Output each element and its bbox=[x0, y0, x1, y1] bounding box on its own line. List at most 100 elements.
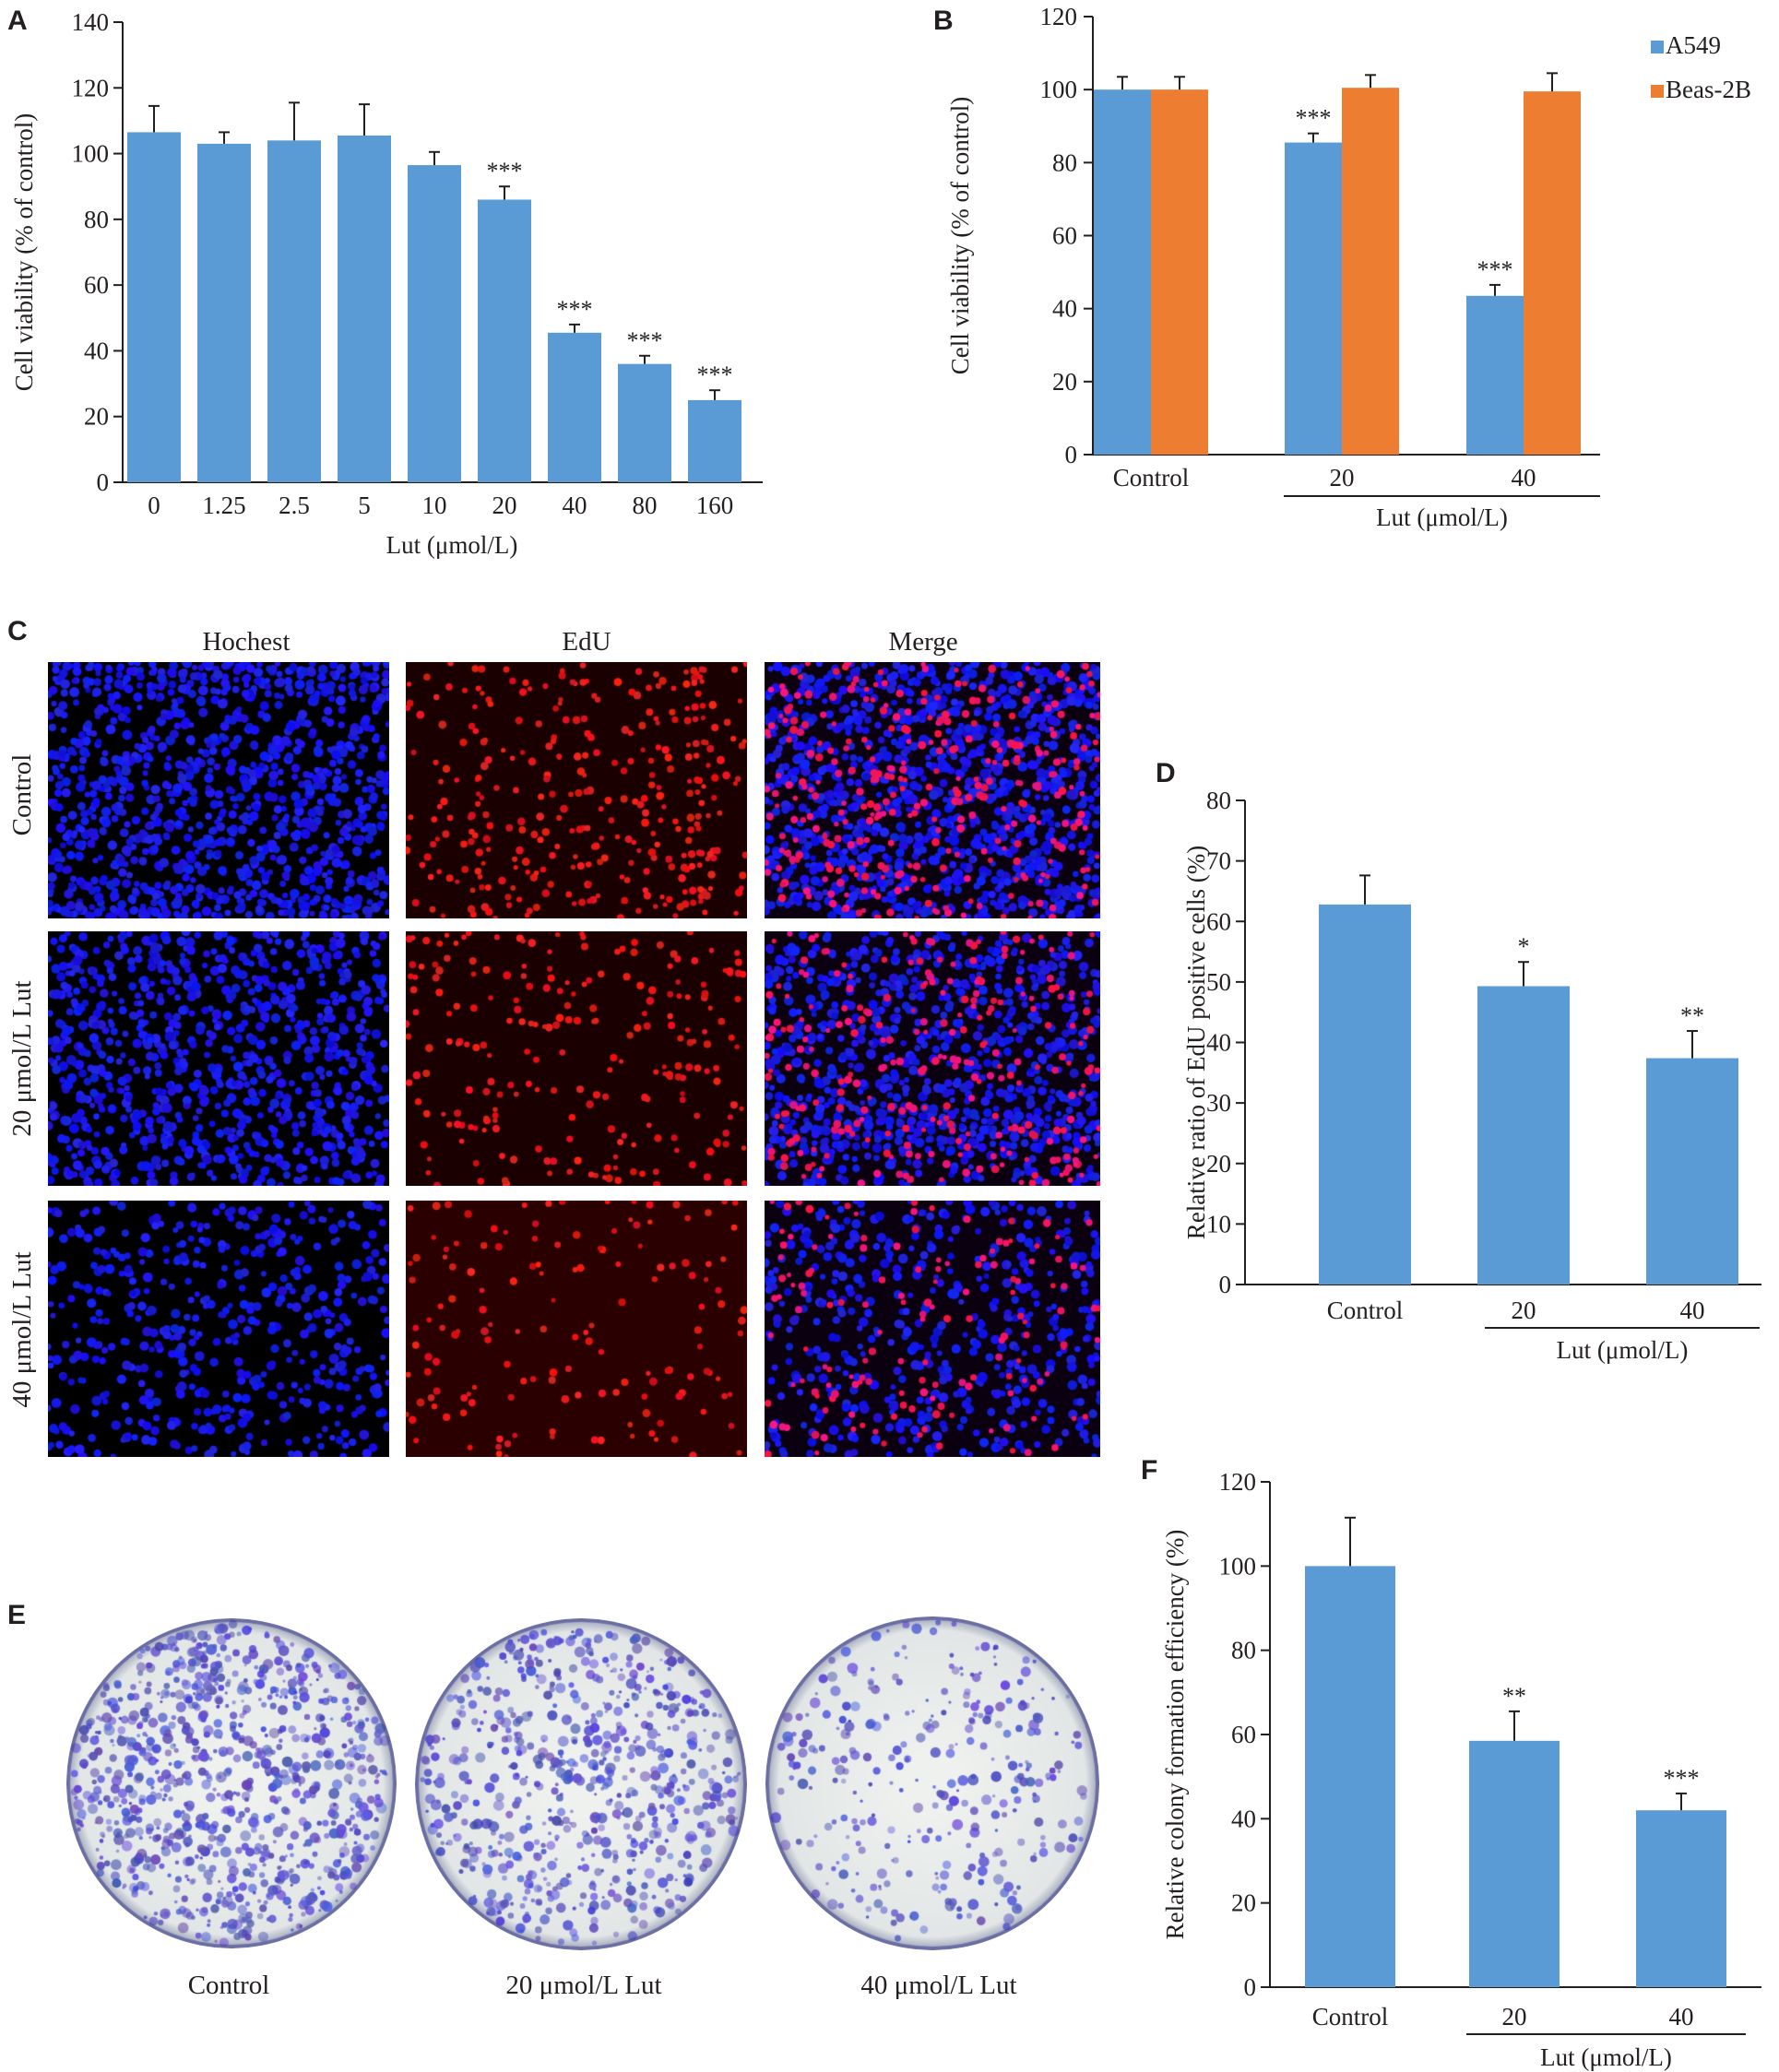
chart-a-x-tick-label: 5 bbox=[358, 491, 371, 519]
micrograph-edu-20-lut bbox=[406, 931, 747, 1186]
chart-a-y-tick-label: 60 bbox=[84, 271, 109, 299]
chart-b-y-tick-label: 60 bbox=[1052, 222, 1077, 250]
chart-a-y-tick-label: 40 bbox=[84, 337, 109, 364]
chart-b-significance: *** bbox=[1477, 256, 1513, 283]
chart-b-significance: *** bbox=[1296, 105, 1332, 132]
chart-a-x-tick-label: 10 bbox=[422, 491, 447, 519]
chart-b-legend-label: A549 bbox=[1666, 31, 1721, 59]
chart-a-y-tick-label: 0 bbox=[97, 468, 110, 496]
dish-label-20-lut: 20 μmol/L Lut bbox=[505, 1971, 662, 2000]
chart-d-significance: * bbox=[1518, 933, 1530, 960]
chart-b-bar-a549 bbox=[1466, 295, 1524, 455]
chart-d-y-axis-title: Relative ratio of EdU positive cells (%) bbox=[1182, 846, 1210, 1239]
chart-b-group-label: Lut (μmol/L) bbox=[1376, 503, 1508, 531]
dish-label-control: Control bbox=[187, 1971, 270, 2000]
chart-d-y-tick-label: 60 bbox=[1206, 907, 1231, 935]
chart-b-y-tick-label: 80 bbox=[1052, 148, 1077, 176]
row-header-control: Control bbox=[7, 753, 37, 836]
chart-a-y-tick-label: 100 bbox=[72, 140, 110, 168]
chart-a-y-tick-label: 80 bbox=[84, 206, 109, 233]
chart-a-bar bbox=[688, 399, 741, 482]
chart-b-legend-swatch bbox=[1651, 85, 1664, 98]
chart-f-significance: *** bbox=[1664, 1765, 1700, 1792]
chart-a-x-tick-label: 40 bbox=[563, 491, 587, 519]
chart-f-y-tick-label: 40 bbox=[1231, 1805, 1256, 1832]
row-header-20-lut: 20 μmol/L Lut bbox=[7, 980, 37, 1137]
chart-a-y-tick-label: 120 bbox=[72, 74, 110, 101]
micrograph-hoechst-20-lut bbox=[48, 931, 389, 1186]
chart-d-bar bbox=[1319, 904, 1411, 1285]
chart-a-bar bbox=[618, 363, 671, 482]
chart-f-x-tick-label: 20 bbox=[1502, 2003, 1527, 2031]
chart-b-x-tick-label: Control bbox=[1113, 464, 1190, 491]
chart-f-significance: ** bbox=[1502, 1683, 1526, 1710]
micrograph-merge-20-lut bbox=[765, 931, 1100, 1186]
row-header-40-lut: 40 μmol/L Lut bbox=[7, 1251, 37, 1408]
column-header-hoechst: Hochest bbox=[202, 627, 291, 657]
colony-dish-control bbox=[66, 1618, 397, 1948]
chart-d-y-tick-label: 70 bbox=[1206, 847, 1231, 875]
column-header-merge: Merge bbox=[888, 627, 958, 657]
micrograph-hoechst-40-lut bbox=[48, 1201, 389, 1457]
chart-f-x-tick-label: 40 bbox=[1669, 2003, 1694, 2031]
panel-label-b: B bbox=[933, 6, 954, 36]
micrograph-hoechst-control bbox=[48, 662, 389, 918]
chart-b-bar-a549 bbox=[1094, 89, 1151, 456]
chart-f-y-tick-label: 0 bbox=[1244, 1973, 1257, 2001]
chart-a-bar bbox=[338, 135, 391, 483]
panel-label-e: E bbox=[7, 1600, 27, 1630]
chart-d-y-tick-label: 80 bbox=[1206, 787, 1231, 814]
chart-b-bar-beas-2b bbox=[1524, 91, 1581, 455]
chart-b-y-tick-label: 20 bbox=[1052, 368, 1077, 396]
chart-f-y-tick-label: 20 bbox=[1231, 1889, 1256, 1917]
panel-label-a: A bbox=[7, 6, 28, 36]
chart-b-y-tick-label: 0 bbox=[1065, 441, 1078, 468]
panel-label-c: C bbox=[7, 616, 28, 646]
chart-f-y-axis-title: Relative colony formation efficiency (%) bbox=[1161, 1530, 1189, 1940]
chart-a-x-tick-label: 20 bbox=[492, 491, 517, 519]
chart-d-group-label: Lut (μmol/L) bbox=[1557, 1336, 1689, 1364]
chart-d-significance: ** bbox=[1680, 1002, 1704, 1029]
chart-b-bar-beas-2b bbox=[1151, 89, 1208, 456]
chart-d-y-tick-label: 20 bbox=[1206, 1150, 1231, 1178]
chart-a-x-tick-label: 0 bbox=[148, 491, 160, 519]
micrograph-edu-40-lut bbox=[406, 1201, 747, 1457]
chart-b-y-tick-label: 40 bbox=[1052, 295, 1077, 323]
chart-d-y-tick-label: 10 bbox=[1206, 1210, 1231, 1237]
chart-f-bar bbox=[1469, 1740, 1560, 1987]
chart-d-x-tick-label: 20 bbox=[1512, 1296, 1536, 1324]
micrograph-merge-control bbox=[765, 662, 1100, 918]
colony-dish-20-lut bbox=[415, 1618, 747, 1950]
chart-b-legend-label: Beas-2B bbox=[1666, 76, 1751, 103]
panel-label-f: F bbox=[1141, 1455, 1158, 1486]
chart-a-x-tick-label: 1.25 bbox=[202, 491, 245, 519]
chart-a-bar bbox=[197, 143, 251, 482]
chart-f-y-tick-label: 60 bbox=[1231, 1721, 1256, 1748]
chart-a-x-axis-title: Lut (μmol/L) bbox=[386, 531, 518, 559]
dish-label-40-lut: 40 μmol/L Lut bbox=[860, 1971, 1017, 2000]
chart-b-y-tick-label: 100 bbox=[1040, 76, 1078, 103]
colony-dish-40-lut bbox=[765, 1616, 1099, 1950]
chart-a-bar bbox=[408, 165, 461, 482]
chart-a-bar bbox=[548, 332, 601, 482]
chart-d-y-tick-label: 40 bbox=[1206, 1029, 1231, 1057]
chart-b-x-tick-label: 20 bbox=[1330, 464, 1355, 491]
chart-d-x-tick-label: Control bbox=[1327, 1296, 1404, 1324]
chart-a-bar bbox=[267, 140, 321, 483]
chart-a-x-tick-label: 80 bbox=[633, 491, 658, 519]
chart-a-y-tick-label: 140 bbox=[72, 8, 110, 36]
panel-label-d: D bbox=[1156, 758, 1176, 788]
chart-d-y-tick-label: 30 bbox=[1206, 1089, 1231, 1117]
chart-b-bar-beas-2b bbox=[1342, 88, 1399, 455]
chart-d-bar bbox=[1646, 1058, 1738, 1285]
chart-b-legend-swatch bbox=[1651, 41, 1664, 53]
chart-f-x-tick-label: Control bbox=[1312, 2003, 1389, 2031]
column-header-edu: EdU bbox=[562, 627, 611, 657]
micrograph-merge-40-lut bbox=[765, 1201, 1100, 1457]
chart-d-bar bbox=[1477, 986, 1570, 1285]
chart-a-x-tick-label: 2.5 bbox=[279, 491, 310, 519]
chart-b-x-tick-label: 40 bbox=[1512, 464, 1536, 491]
chart-a-y-axis-title: Cell viability (% of control) bbox=[10, 113, 38, 391]
chart-a-bar bbox=[478, 199, 531, 482]
